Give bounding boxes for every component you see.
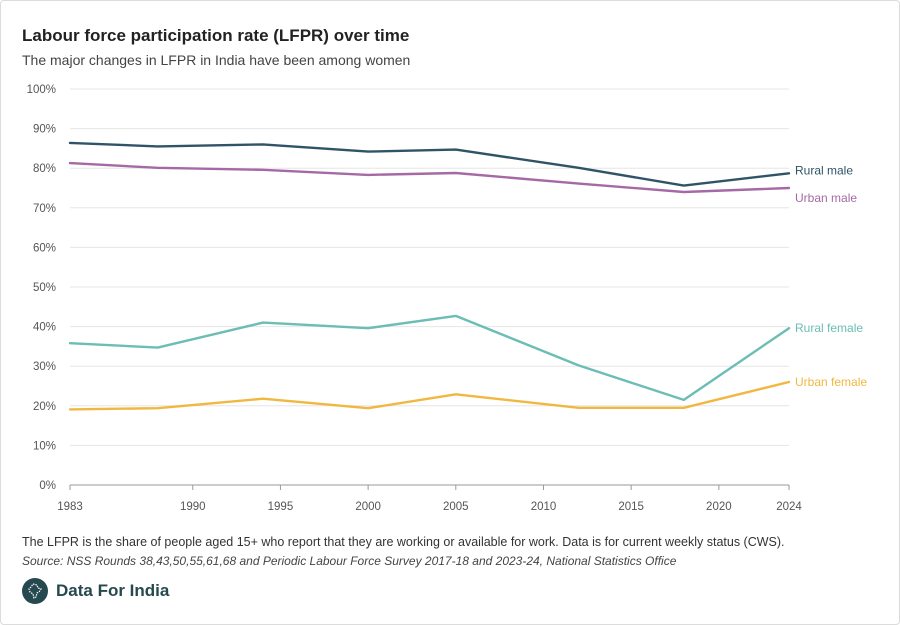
chart-source: Source: NSS Rounds 38,43,50,55,61,68 and…	[22, 554, 677, 568]
brand[interactable]: Data For India	[22, 578, 169, 604]
series-line	[68, 314, 791, 402]
x-tick-label: 2005	[443, 501, 469, 513]
y-tick-label: 90%	[33, 124, 56, 136]
x-tick-label: 2024	[776, 501, 802, 513]
line-chart: 0% 10% 20% 30% 40% 50% 60% 70% 80% 90% 100% 1983 199…	[27, 84, 868, 513]
x-tick-label: 2010	[531, 501, 557, 513]
x-tick-label: 2000	[355, 501, 381, 513]
y-tick-label: 100%	[27, 84, 56, 96]
x-tick-label: 2020	[706, 501, 732, 513]
series-label: Urban male	[795, 191, 857, 205]
y-tick-label: 40%	[33, 322, 56, 334]
y-tick-label: 20%	[33, 401, 56, 413]
y-tick-label: 30%	[33, 361, 56, 373]
y-tick-label: 0%	[39, 480, 56, 492]
india-map-logo-icon	[22, 578, 48, 604]
x-tick-label: 1995	[268, 501, 294, 513]
x-tick-label: 1983	[57, 501, 83, 513]
series-label: Urban female	[795, 375, 867, 389]
series-line	[68, 161, 791, 194]
series-line	[68, 141, 791, 187]
brand-name: Data For India	[56, 581, 170, 600]
series-label: Rural female	[795, 321, 863, 335]
x-tick-label: 2015	[618, 501, 644, 513]
y-tick-label: 50%	[33, 282, 56, 294]
y-tick-label: 10%	[33, 440, 56, 452]
y-tick-label: 70%	[33, 203, 56, 215]
chart-title: Labour force participation rate (LFPR) o…	[22, 26, 410, 45]
y-tick-label: 60%	[33, 242, 56, 254]
chart-note: The LFPR is the share of people aged 15+…	[22, 535, 785, 549]
series-line	[68, 380, 791, 411]
y-tick-label: 80%	[33, 163, 56, 175]
series-label: Rural male	[795, 163, 853, 177]
x-tick-label: 1990	[180, 501, 206, 513]
chart-subtitle: The major changes in LFPR in India have …	[22, 52, 411, 68]
